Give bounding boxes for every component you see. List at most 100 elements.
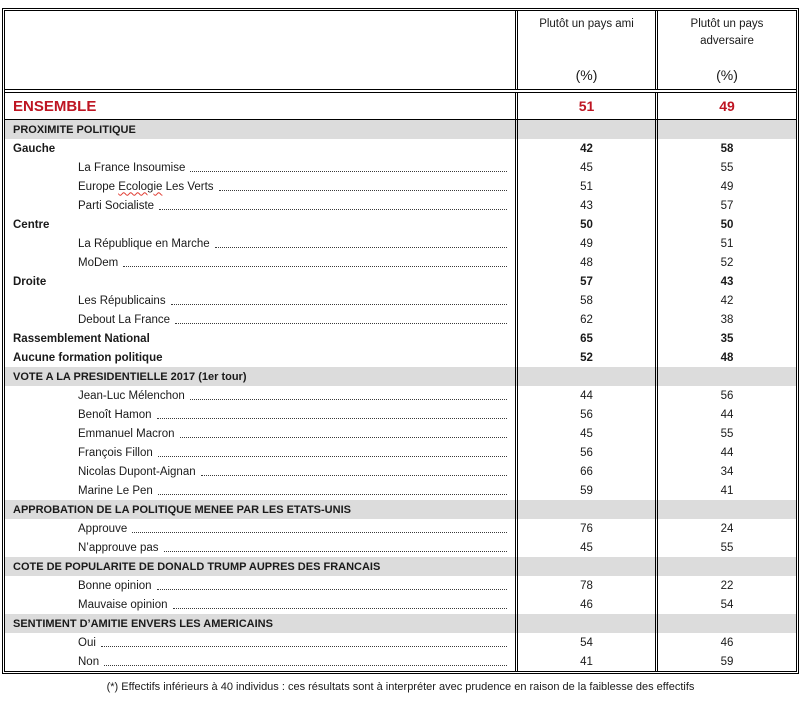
table-row-group: Rassemblement National 65 35 (5, 329, 796, 348)
value-cell-ami (515, 557, 655, 576)
dotted-leader (132, 532, 507, 533)
dotted-leader (104, 665, 507, 666)
table-row-item: N’approuve pas 45 55 (5, 538, 796, 557)
value-cell-adversaire: 55 (655, 158, 796, 177)
header-col-ami: Plutôt un pays ami (%) (515, 11, 655, 89)
value-cell-adversaire (655, 367, 796, 386)
value-cell-ami: 45 (515, 158, 655, 177)
dotted-leader (175, 323, 507, 324)
row-label: PROXIMITE POLITIQUE (13, 123, 136, 136)
value-cell-adversaire (655, 120, 796, 139)
table-row-group: Centre 50 50 (5, 215, 796, 234)
value-cell-ami: 51 (515, 177, 655, 196)
value-cell-ami: 58 (515, 291, 655, 310)
dotted-leader (159, 209, 507, 210)
row-label: Europe Ecologie Les Verts (5, 177, 515, 196)
value-cell-adversaire: 48 (655, 348, 796, 367)
row-label: Nicolas Dupont-Aignan (5, 462, 515, 481)
value-cell-ami: 65 (515, 329, 655, 348)
row-label: Rassemblement National (13, 332, 150, 345)
table-row-item: Marine Le Pen 59 41 (5, 481, 796, 500)
value-cell-adversaire: 44 (655, 443, 796, 462)
table-row-section: SENTIMENT D’AMITIE ENVERS LES AMERICAINS (5, 614, 796, 633)
dotted-leader (100, 646, 507, 647)
value-cell-ami: 54 (515, 633, 655, 652)
value-cell-ami: 57 (515, 272, 655, 291)
value-cell-adversaire: 58 (655, 139, 796, 158)
value-cell-ami: 56 (515, 443, 655, 462)
dotted-leader (218, 190, 507, 191)
value-cell-adversaire: 44 (655, 405, 796, 424)
row-label: Aucune formation politique (13, 351, 163, 364)
value-cell-adversaire: 59 (655, 652, 796, 671)
value-cell-adversaire: 49 (655, 177, 796, 196)
row-label: VOTE A LA PRESIDENTIELLE 2017 (1er tour) (13, 370, 247, 383)
table-row-item: Parti Socialiste 43 57 (5, 196, 796, 215)
value-cell-ami: 41 (515, 652, 655, 671)
dotted-leader (172, 608, 507, 609)
dotted-leader (157, 494, 507, 495)
row-label: Benoît Hamon (5, 405, 515, 424)
value-cell-adversaire: 50 (655, 215, 796, 234)
dotted-leader (156, 589, 507, 590)
row-label: François Fillon (5, 443, 515, 462)
row-label: APPROBATION DE LA POLITIQUE MENEE PAR LE… (13, 503, 351, 516)
value-cell-ami (515, 500, 655, 519)
header-empty-cell (5, 11, 515, 89)
value-cell-adversaire: 55 (655, 538, 796, 557)
value-cell-ami: 49 (515, 234, 655, 253)
table-row-section: VOTE A LA PRESIDENTIELLE 2017 (1er tour) (5, 367, 796, 386)
table-row-group: Gauche 42 58 (5, 139, 796, 158)
row-label: Gauche (13, 142, 56, 155)
value-cell-adversaire: 24 (655, 519, 796, 538)
dotted-leader (179, 437, 507, 438)
row-label: Parti Socialiste (5, 196, 515, 215)
row-label: Non (5, 652, 515, 671)
value-cell-ami: 45 (515, 538, 655, 557)
row-label: N’approuve pas (5, 538, 515, 557)
ensemble-label: ENSEMBLE (13, 97, 97, 115)
row-label: SENTIMENT D’AMITIE ENVERS LES AMERICAINS (13, 617, 273, 630)
value-cell-adversaire: 35 (655, 329, 796, 348)
value-cell-adversaire (655, 500, 796, 519)
value-cell-ami: 56 (515, 405, 655, 424)
table-row-section: APPROBATION DE LA POLITIQUE MENEE PAR LE… (5, 500, 796, 519)
ensemble-value-ami: 51 (515, 93, 655, 119)
dotted-leader (200, 475, 507, 476)
row-label: Les Républicains (5, 291, 515, 310)
table-row-item: Les Républicains 58 42 (5, 291, 796, 310)
value-cell-adversaire (655, 614, 796, 633)
table-row-section: COTE DE POPULARITE DE DONALD TRUMP AUPRE… (5, 557, 796, 576)
col-adversaire-title: Plutôt un pays adversaire (690, 18, 764, 47)
table-row-item: Europe Ecologie Les Verts 51 49 (5, 177, 796, 196)
table-row-item: MoDem 48 52 (5, 253, 796, 272)
value-cell-ami: 78 (515, 576, 655, 595)
value-cell-adversaire: 55 (655, 424, 796, 443)
table-row-item: Nicolas Dupont-Aignan 66 34 (5, 462, 796, 481)
value-cell-adversaire: 56 (655, 386, 796, 405)
value-cell-adversaire: 54 (655, 595, 796, 614)
value-cell-adversaire (655, 557, 796, 576)
row-label: MoDem (5, 253, 515, 272)
table-row-item: Emmanuel Macron 45 55 (5, 424, 796, 443)
value-cell-ami: 50 (515, 215, 655, 234)
table-row-section: PROXIMITE POLITIQUE (5, 120, 796, 139)
row-label: La République en Marche (5, 234, 515, 253)
row-label: Centre (13, 218, 50, 231)
dotted-leader (170, 304, 507, 305)
table-row-item: Mauvaise opinion 46 54 (5, 595, 796, 614)
dotted-leader (157, 456, 507, 457)
dotted-leader (123, 266, 507, 267)
col-ami-unit: (%) (575, 67, 598, 83)
value-cell-adversaire: 41 (655, 481, 796, 500)
ensemble-row: ENSEMBLE 51 49 (5, 89, 796, 120)
table-header-row: Plutôt un pays ami (%) Plutôt un pays ad… (5, 11, 796, 89)
value-cell-adversaire: 46 (655, 633, 796, 652)
row-label: Marine Le Pen (5, 481, 515, 500)
row-label: Approuve (5, 519, 515, 538)
value-cell-adversaire: 51 (655, 234, 796, 253)
col-adversaire-unit: (%) (716, 67, 738, 83)
footnote: (*) Effectifs inférieurs à 40 individus … (106, 681, 695, 693)
dotted-leader (190, 171, 507, 172)
